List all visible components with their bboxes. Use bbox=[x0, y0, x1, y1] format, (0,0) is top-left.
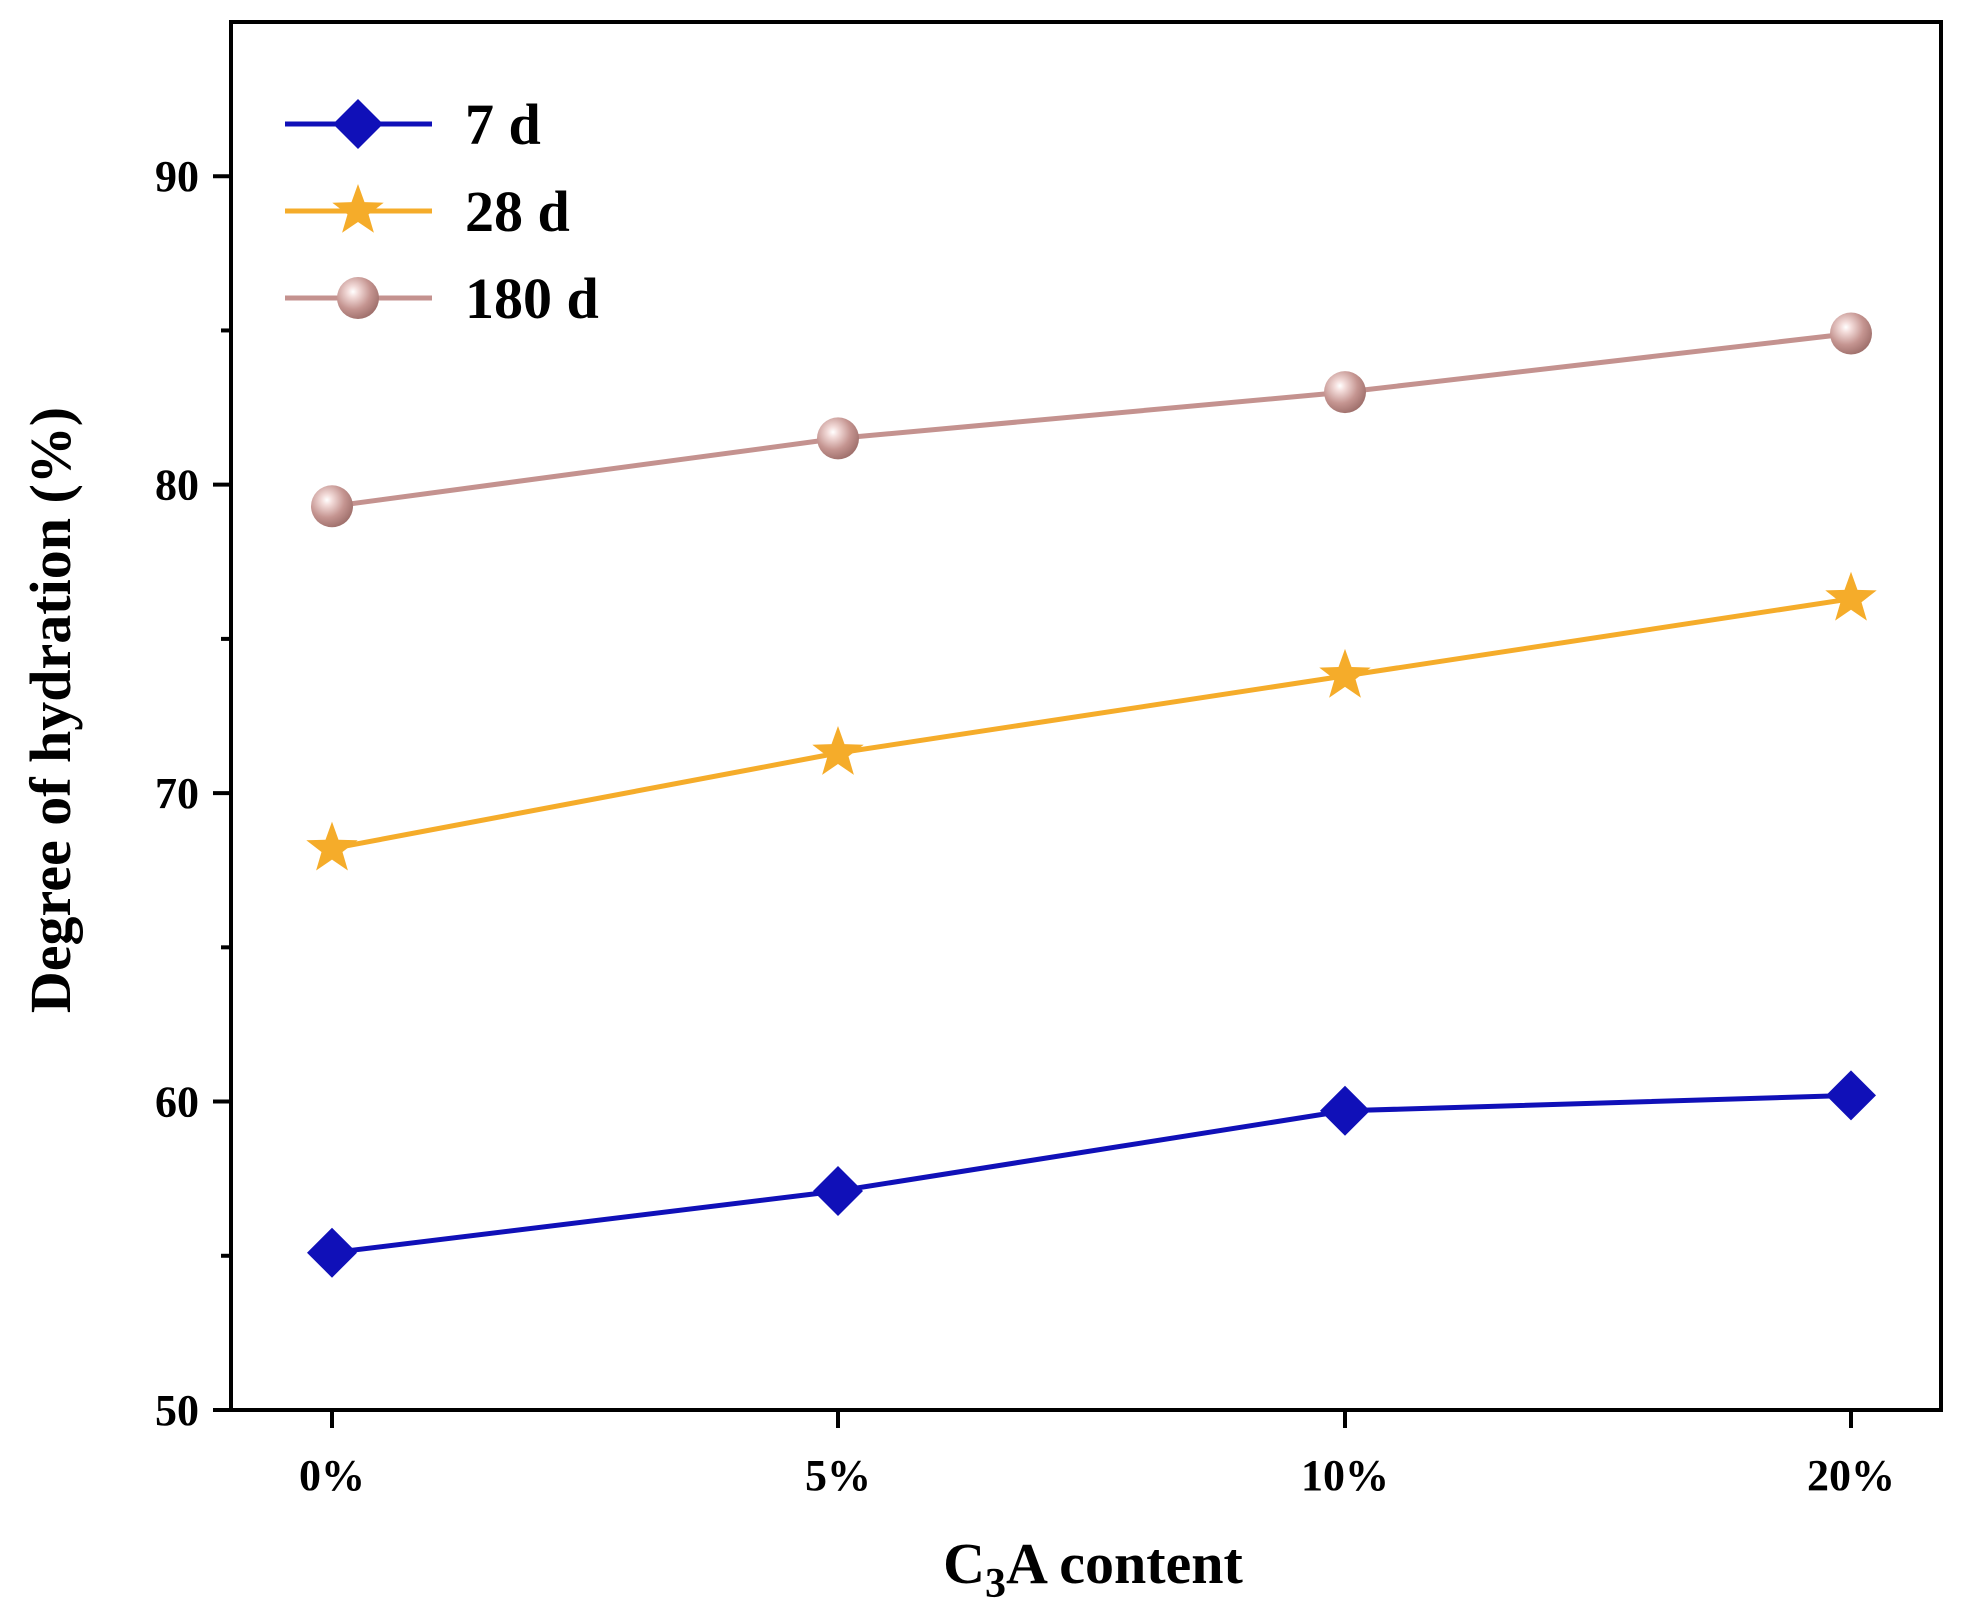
series-28-d bbox=[306, 571, 1877, 871]
sphere-marker bbox=[337, 277, 379, 319]
y-tick-label: 80 bbox=[155, 461, 199, 510]
legend-label: 28 d bbox=[465, 179, 570, 244]
star-marker bbox=[1319, 648, 1371, 698]
x-tick-label: 0% bbox=[299, 1451, 365, 1500]
plot-border bbox=[229, 20, 1943, 1412]
series-7-d bbox=[307, 1070, 1876, 1278]
legend-item: 28 d bbox=[285, 179, 570, 244]
x-axis: 0% 5% 10% 20% bbox=[299, 1410, 1895, 1500]
diamond-marker bbox=[307, 1227, 357, 1278]
diamond-marker bbox=[333, 99, 383, 149]
series-line bbox=[331, 331, 1852, 509]
plot-frame bbox=[229, 20, 1943, 1412]
legend-label: 7 d bbox=[465, 92, 541, 157]
sphere-marker bbox=[1830, 312, 1872, 355]
y-tick-label: 50 bbox=[155, 1386, 199, 1435]
sphere-marker bbox=[1324, 371, 1366, 414]
x-tick-label: 20% bbox=[1807, 1451, 1895, 1500]
diamond-marker bbox=[1826, 1070, 1876, 1121]
star-marker bbox=[332, 184, 384, 233]
y-tick-label: 90 bbox=[155, 152, 199, 201]
legend-item: 180 d bbox=[285, 266, 599, 331]
series-180-d bbox=[311, 312, 1872, 528]
series-line bbox=[331, 596, 1852, 852]
series-layer bbox=[306, 312, 1877, 1278]
sphere-marker bbox=[311, 485, 353, 528]
y-tick-label: 60 bbox=[155, 1078, 199, 1127]
y-tick-label: 70 bbox=[155, 769, 199, 818]
legend-item: 7 d bbox=[285, 92, 541, 157]
diamond-marker bbox=[1320, 1085, 1370, 1136]
diamond-marker bbox=[813, 1166, 863, 1217]
sphere-marker bbox=[817, 417, 859, 460]
star-marker bbox=[812, 726, 864, 775]
legend: 7 d 28 d 180 d bbox=[285, 92, 599, 331]
y-axis-title: Degree of hydration (%) bbox=[18, 407, 83, 1013]
y-axis: 50 60 70 80 90 bbox=[155, 152, 231, 1435]
x-axis-title: C3A content bbox=[943, 1531, 1243, 1607]
star-marker bbox=[306, 821, 358, 871]
legend-label: 180 d bbox=[465, 266, 599, 331]
series-line bbox=[331, 1092, 1852, 1256]
x-tick-label: 10% bbox=[1301, 1451, 1389, 1500]
star-marker bbox=[1825, 571, 1877, 621]
x-tick-label: 5% bbox=[805, 1451, 871, 1500]
